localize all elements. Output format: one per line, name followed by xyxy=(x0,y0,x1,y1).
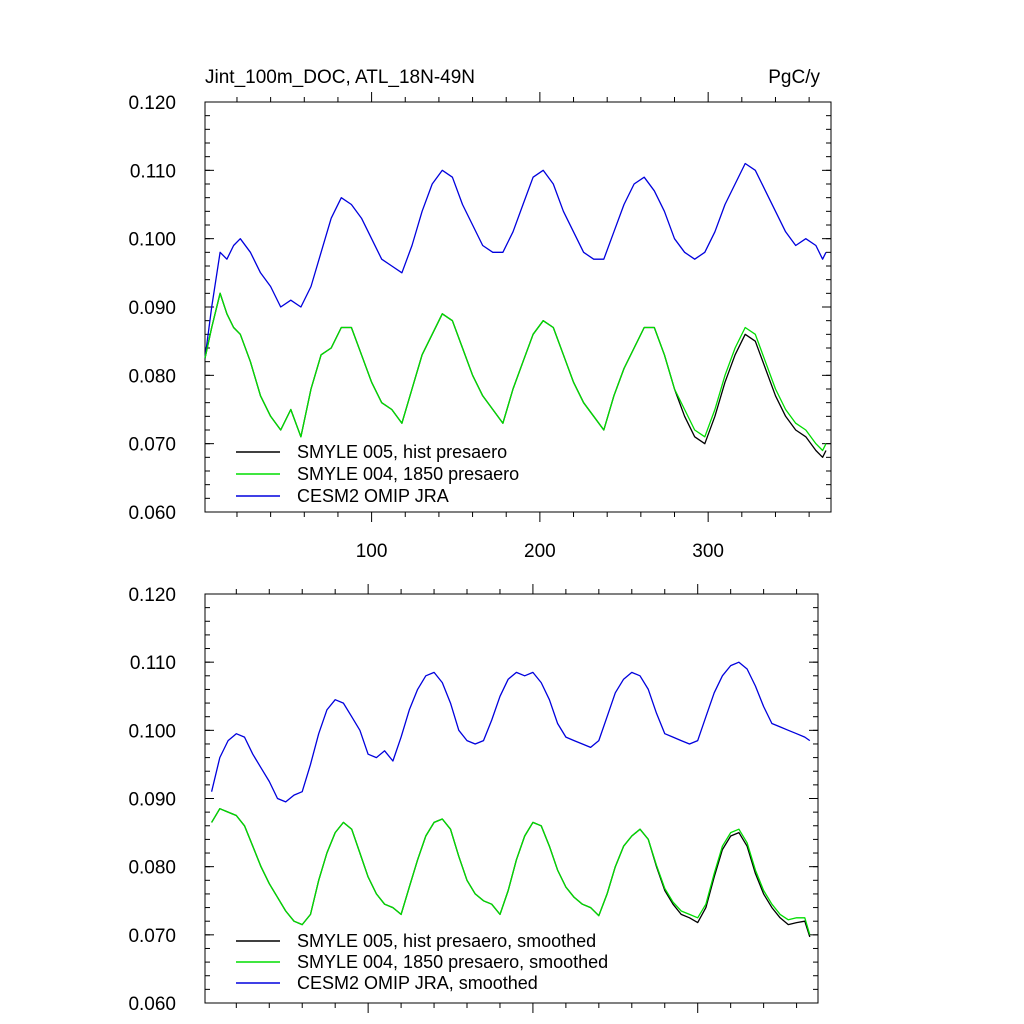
y-tick-label: 0.070 xyxy=(128,435,176,456)
x-tick-label: 100 xyxy=(356,541,388,562)
y-tick-label: 0.120 xyxy=(128,585,176,606)
legend-label: CESM2 OMIP JRA xyxy=(297,486,449,506)
series-line xyxy=(204,162,827,359)
series-line xyxy=(204,292,827,452)
x-tick-label: 300 xyxy=(692,541,724,562)
legend-label: CESM2 OMIP JRA, smoothed xyxy=(297,973,538,993)
y-tick-label: 0.060 xyxy=(128,503,176,524)
y-tick-label: 0.090 xyxy=(128,790,176,811)
y-tick-label: 0.080 xyxy=(128,366,176,387)
y-tick-label: 0.080 xyxy=(128,858,176,879)
series-line xyxy=(211,808,811,935)
legend-label: SMYLE 004, 1850 presaero, smoothed xyxy=(297,952,608,972)
series-line xyxy=(211,808,811,938)
y-tick-label: 0.070 xyxy=(128,926,176,947)
top-panel: 0.060 0.070 0.080 0.090 0.100 0.110 0.120 100 20… xyxy=(128,92,832,562)
y-tick-label: 0.110 xyxy=(130,161,176,182)
y-tick-label: 0.060 xyxy=(128,994,176,1015)
y-tick-label: 0.110 xyxy=(130,653,176,674)
y-tick-label: 0.100 xyxy=(128,721,176,742)
y-tick-label: 0.090 xyxy=(128,298,176,319)
chart-title: Jint_100m_DOC, ATL_18N-49N xyxy=(205,67,475,88)
y-tick-label: 0.120 xyxy=(128,93,176,114)
x-tick-label: 200 xyxy=(524,541,556,562)
units-label: PgC/y xyxy=(768,67,820,88)
series-line xyxy=(210,661,811,803)
y-tick-label: 0.100 xyxy=(128,230,176,251)
bottom-panel: 0.060 0.070 0.080 0.090 0.100 0.110 0.120 SMYLE… xyxy=(128,584,819,1015)
legend-label: SMYLE 005, hist presaero, smoothed xyxy=(297,931,596,951)
legend-label: SMYLE 004, 1850 presaero xyxy=(297,464,519,484)
series-line xyxy=(204,292,827,458)
legend-label: SMYLE 005, hist presaero xyxy=(297,442,507,462)
